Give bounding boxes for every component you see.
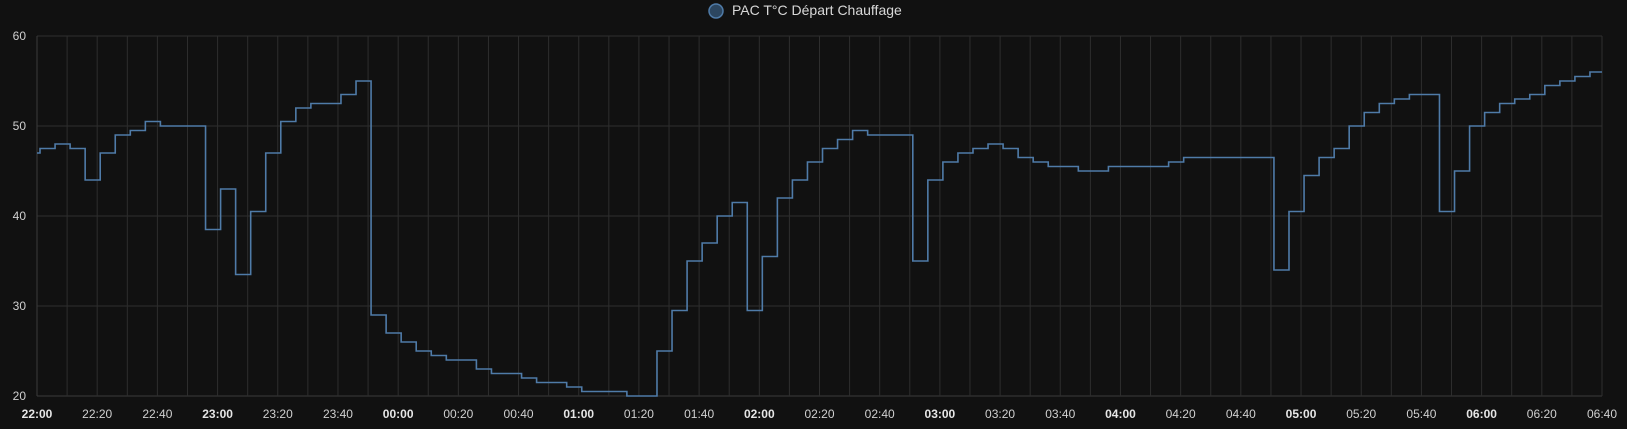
legend-marker-icon[interactable] [708,3,724,19]
x-tick-label: 03:20 [985,407,1015,421]
x-tick-label: 01:20 [624,407,654,421]
grid [36,35,1603,397]
x-tick-label: 22:40 [142,407,172,421]
legend-label[interactable]: PAC T°C Départ Chauffage [732,2,902,18]
x-tick-label: 04:20 [1166,407,1196,421]
x-tick-label: 04:40 [1226,407,1256,421]
y-tick-label: 60 [13,29,27,43]
x-tick-label: 02:00 [744,407,775,421]
x-tick-label: 23:40 [323,407,353,421]
series-layer [37,71,1602,397]
x-tick-label: 22:00 [22,407,53,421]
y-axis-ticks: 20 30 40 50 60 [13,29,27,403]
y-tick-label: 40 [13,209,27,223]
y-tick-label: 20 [13,389,27,403]
x-tick-label: 00:20 [443,407,473,421]
x-tick-label: 01:40 [684,407,714,421]
x-tick-label: 00:40 [504,407,534,421]
x-tick-label: 05:20 [1346,407,1376,421]
x-axis-ticks: 22:00 22:20 22:40 23:00 23:20 23:40 00:00 00:20… [22,407,1618,421]
y-tick-label: 30 [13,299,27,313]
x-tick-label: 06:20 [1527,407,1557,421]
x-tick-label: 03:00 [925,407,956,421]
x-tick-label: 04:00 [1105,407,1136,421]
x-tick-label: 05:40 [1406,407,1436,421]
y-tick-label: 50 [13,119,27,133]
x-tick-label: 06:40 [1587,407,1617,421]
legend[interactable]: PAC T°C Départ Chauffage [708,2,902,19]
x-tick-label: 06:00 [1466,407,1497,421]
x-tick-label: 23:00 [202,407,233,421]
x-tick-label: 02:40 [865,407,895,421]
x-tick-label: 05:00 [1286,407,1317,421]
series-line [37,71,1602,397]
x-tick-label: 03:40 [1045,407,1075,421]
x-tick-label: 01:00 [563,407,594,421]
x-tick-label: 02:20 [804,407,834,421]
x-tick-label: 00:00 [383,407,414,421]
x-tick-label: 23:20 [263,407,293,421]
x-tick-label: 22:20 [82,407,112,421]
